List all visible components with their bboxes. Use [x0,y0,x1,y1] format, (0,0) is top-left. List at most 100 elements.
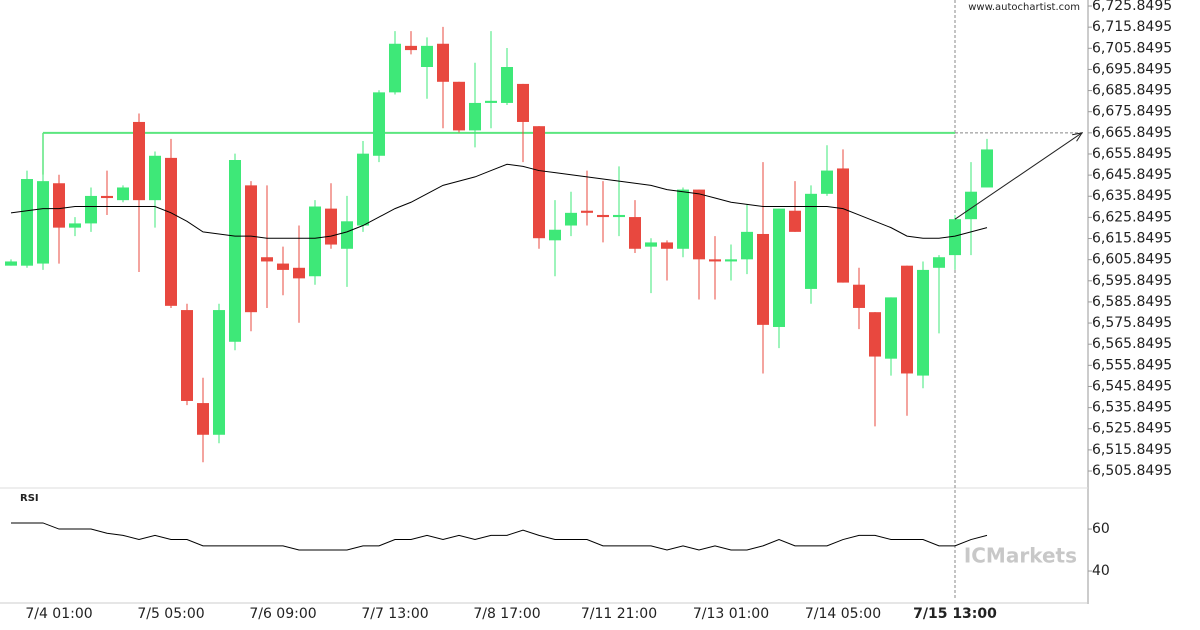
candle-body [197,403,209,435]
x-tick-label: 7/4 01:00 [25,606,92,622]
y-tick-label: 6,705.8495 [1092,40,1172,56]
x-tick-label: 7/6 09:00 [249,606,316,622]
candle-body [949,219,961,256]
candle-body [453,81,465,131]
y-tick-label: 6,535.8495 [1092,400,1172,416]
candle-body [549,229,561,241]
rsi-tick-label: 40 [1092,563,1110,579]
y-tick-label: 6,545.8495 [1092,378,1172,394]
candle-body [389,43,401,93]
candle-body [693,189,705,260]
candle-body [485,100,497,103]
y-tick-label: 6,655.8495 [1092,146,1172,162]
candle-body [245,185,257,313]
candle-body [965,191,977,220]
y-tick-label: 6,695.8495 [1092,61,1172,77]
candle-body [805,193,817,289]
candle-body [373,92,385,156]
rsi-tick-label: 60 [1092,521,1110,537]
candle-body [149,155,161,201]
candle-body [597,214,609,218]
watermark: ICMarkets [964,544,1077,568]
y-tick-label: 6,565.8495 [1092,336,1172,352]
x-tick-label: 7/11 21:00 [581,606,657,622]
candle-body [917,269,929,376]
candle-body [37,181,49,264]
candle-body [405,45,417,51]
x-tick-label: 7/14 05:00 [805,606,881,622]
candle-body [213,310,225,435]
candle-body [613,214,625,218]
forecast-arrow [954,132,1083,220]
x-tick-label: 7/8 17:00 [473,606,540,622]
candle-body [661,242,673,249]
site-label: www.autochartist.com [968,2,1080,13]
x-tick-label: 7/5 05:00 [137,606,204,622]
y-tick-label: 6,625.8495 [1092,209,1172,225]
candle-body [325,208,337,245]
candle-body [645,242,657,247]
y-tick-label: 6,505.8495 [1092,463,1172,479]
candle-body [117,187,129,201]
candle-body [837,168,849,283]
y-tick-label: 6,525.8495 [1092,421,1172,437]
candle-body [133,121,145,201]
candle-body [517,83,529,122]
candle-body [709,259,721,262]
candle-body [21,179,33,266]
y-tick-label: 6,585.8495 [1092,294,1172,310]
arrow-head [1072,132,1084,142]
candle-body [501,67,513,103]
candle-body [853,284,865,308]
y-tick-label: 6,715.8495 [1092,19,1172,35]
candle-body [757,233,769,325]
candle-body [821,170,833,194]
y-tick-label: 6,675.8495 [1092,104,1172,120]
candle-body [357,153,369,226]
candle-body [901,265,913,374]
candle-body [341,221,353,249]
y-tick-label: 6,595.8495 [1092,273,1172,289]
y-tick-label: 6,665.8495 [1092,125,1172,141]
candle-body [469,102,481,131]
candle-body [885,297,897,359]
candle-body [229,160,241,342]
candle-body [565,212,577,226]
candle-body [437,43,449,82]
candle-body [981,149,993,188]
candle-body [277,263,289,270]
y-tick-label: 6,645.8495 [1092,167,1172,183]
candle-body [53,183,65,228]
y-tick-label: 6,685.8495 [1092,83,1172,99]
rsi-label: RSI [20,493,39,504]
candle-body [725,259,737,262]
rsi-line [11,522,988,551]
candle-body [869,312,881,357]
candle-body [581,210,593,213]
moving-average [10,163,988,239]
candle-body [933,257,945,268]
y-tick-label: 6,725.8495 [1092,0,1172,14]
candle-body [261,257,273,262]
candle-body [165,157,177,306]
x-tick-label: 7/15 13:00 [913,606,997,622]
candle-body [789,210,801,232]
x-tick-label: 7/13 01:00 [693,606,769,622]
candle-body [677,189,689,249]
candle-body [101,195,113,199]
candle-body [741,231,753,260]
candle-body [773,208,785,327]
candle-body [533,126,545,239]
candle-body [5,261,17,266]
y-tick-label: 6,635.8495 [1092,188,1172,204]
y-tick-label: 6,515.8495 [1092,442,1172,458]
candle-body [181,310,193,401]
candle-body [421,45,433,68]
candle-body [69,223,81,228]
y-tick-label: 6,615.8495 [1092,231,1172,247]
candle-body [309,206,321,277]
y-tick-label: 6,605.8495 [1092,252,1172,268]
y-tick-label: 6,575.8495 [1092,315,1172,331]
